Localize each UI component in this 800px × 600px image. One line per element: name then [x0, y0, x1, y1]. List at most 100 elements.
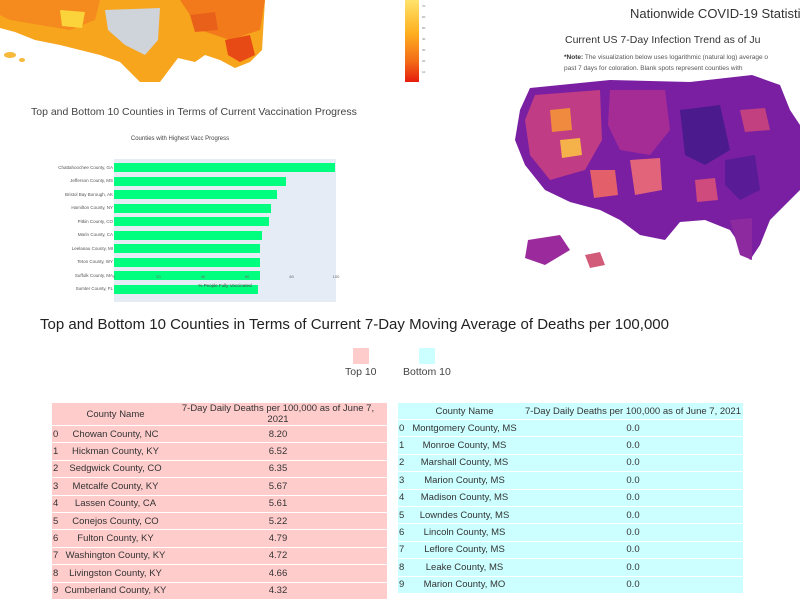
scale-tick: 40: [422, 37, 426, 41]
legend-label-top: Top 10: [345, 366, 377, 378]
county-name-header: County Name: [435, 405, 494, 417]
table-row: 2 Sedgwick County, CO 6.35: [52, 460, 387, 478]
county-name: Chowan County, NC: [72, 428, 159, 440]
row-index: 3: [399, 474, 405, 486]
row-index: 6: [53, 533, 59, 545]
row-index: 1: [53, 446, 59, 458]
scale-tick: 50: [422, 26, 426, 30]
row-index: 4: [53, 498, 59, 510]
x-tick-label: 60: [244, 274, 250, 279]
deaths-value: 5.61: [268, 498, 288, 510]
legend-swatch-bottom: [418, 348, 435, 364]
deaths-value: 4.79: [268, 533, 288, 545]
county-name: Hickman County, KY: [72, 446, 159, 458]
deaths-header: 7-Day Daily Deaths per 100,000 as of Jun…: [525, 405, 741, 417]
county-name: Conejos County, CO: [72, 515, 159, 527]
vaccination-bar-chart[interactable]: Counties with Highest Vacc Progress Chat…: [35, 128, 339, 302]
x-axis-label: % People Fully Vaccinated: [198, 283, 252, 288]
deaths-value: 5.22: [268, 515, 288, 527]
county-name: Sedgwick County, CO: [69, 463, 162, 475]
color-scale-bar: [405, 0, 419, 82]
county-name: Washington County, KY: [65, 550, 166, 562]
county-name: Montgomery County, MS: [412, 422, 517, 434]
table-row: 5 Lowndes County, MS 0.0: [398, 506, 743, 524]
vaccination-bar[interactable]: [114, 190, 278, 199]
deaths-value: 0.0: [626, 509, 640, 521]
row-index: 7: [53, 550, 59, 562]
deaths-value: 0.0: [626, 527, 640, 539]
vaccination-bar[interactable]: [114, 217, 269, 226]
row-index: 8: [53, 567, 59, 579]
index-header: [52, 403, 62, 426]
deaths-value: 0.0: [626, 474, 640, 486]
table-row: 7 Washington County, KY 4.72: [52, 547, 387, 565]
table-row: 6 Fulton County, KY 4.79: [52, 530, 387, 548]
table-row: 5 Conejos County, CO 5.22: [52, 512, 387, 530]
infection-map-note: *Note: The visualization below uses loga…: [564, 52, 800, 74]
row-index: 0: [399, 422, 405, 434]
county-name: Lassen County, CA: [74, 498, 157, 510]
bar-category-label: Teton County, WY: [77, 259, 113, 264]
bar-category-label: Suffolk County, MA: [74, 272, 113, 278]
deaths-value: 0.0: [626, 457, 640, 469]
vaccination-bar[interactable]: [114, 230, 262, 240]
scale-tick: 30: [422, 48, 426, 52]
note-label: *Note:: [564, 54, 584, 61]
vaccination-bar[interactable]: [114, 203, 271, 213]
bar-category-label: Chattahoochee County, GA: [58, 164, 113, 170]
note-line-1: The visualization below uses logarithmic…: [584, 54, 769, 61]
vaccination-map[interactable]: [0, 0, 265, 82]
county-name: Monroe County, MS: [422, 440, 507, 452]
x-tick-label: 100: [332, 274, 340, 279]
deaths-value: 0.0: [626, 440, 640, 452]
deaths-value: 0.0: [626, 544, 640, 556]
table-row: 3 Marion County, MS 0.0: [398, 472, 743, 490]
row-index: 3: [53, 480, 59, 492]
legend-top-10: Top 10: [345, 348, 377, 378]
top-10-deaths-table: County Name 7-Day Daily Deaths per 100,0…: [52, 403, 387, 600]
row-index: 0: [53, 428, 59, 440]
table-row: 0 Montgomery County, MS 0.0: [398, 420, 743, 437]
legend-bottom-10: Bottom 10: [403, 348, 451, 378]
bar-category-label: Sumter County, FL: [75, 286, 113, 291]
table-row: 3 Metcalfe County, KY 5.67: [52, 478, 387, 496]
table-row: 2 Marshall County, MS 0.0: [398, 454, 743, 472]
county-name: Livingston County, KY: [69, 567, 162, 579]
vaccination-bar[interactable]: [114, 176, 287, 186]
row-index: 2: [399, 457, 405, 469]
bar-category-label: Jefferson County, MS: [70, 178, 113, 183]
deaths-value: 8.20: [268, 428, 288, 440]
infection-map-title: Current US 7-Day Infection Trend as of J…: [565, 34, 761, 46]
table-row: 8 Livingston County, KY 4.66: [52, 565, 387, 583]
county-name-header: County Name: [86, 408, 145, 420]
bar-category-label: Marin County, CA: [77, 232, 113, 237]
vaccination-bar[interactable]: [114, 244, 260, 253]
deaths-value: 4.32: [268, 585, 288, 597]
table-row: 6 Lincoln County, MS 0.0: [398, 524, 743, 542]
vaccination-bar[interactable]: [114, 271, 260, 280]
page-title: Nationwide COVID-19 Statisti: [630, 6, 800, 21]
county-name: Marion County, MO: [423, 579, 506, 591]
county-name: Marion County, MS: [424, 474, 505, 486]
vaccination-bar[interactable]: [114, 163, 335, 172]
x-tick-label: 20: [156, 274, 161, 279]
deaths-value: 4.66: [268, 567, 288, 579]
infection-trend-map[interactable]: [490, 70, 800, 285]
row-index: 5: [399, 509, 405, 521]
deaths-header: 7-Day Daily Deaths per 100,000 as of Jun…: [181, 403, 375, 425]
legend-swatch-top: [352, 348, 369, 364]
table-row: 9 Cumberland County, KY 4.32: [52, 582, 387, 600]
vaccination-bar[interactable]: [114, 284, 258, 294]
table-row: 1 Monroe County, MS 0.0: [398, 437, 743, 455]
row-index: 9: [399, 579, 405, 591]
table-row: 9 Marion County, MO 0.0: [398, 576, 743, 594]
deaths-value: 5.67: [268, 480, 288, 492]
county-name: Lincoln County, MS: [423, 527, 506, 539]
scale-tick: 20: [422, 59, 426, 63]
vaccination-bar[interactable]: [114, 257, 260, 267]
deaths-value: 0.0: [626, 492, 640, 504]
deaths-section-title: Top and Bottom 10 Counties in Terms of C…: [40, 316, 669, 333]
bar-category-label: Pitkin County, CO: [77, 218, 113, 224]
vaccination-section-title: Top and Bottom 10 Counties in Terms of C…: [31, 106, 357, 118]
x-tick-label: 80: [289, 274, 294, 279]
